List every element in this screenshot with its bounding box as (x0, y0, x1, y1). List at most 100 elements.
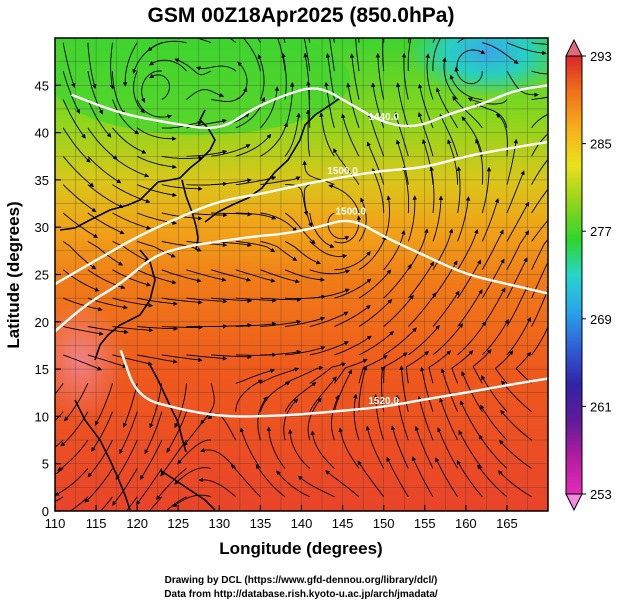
streamline (211, 144, 251, 157)
streamline (329, 38, 335, 72)
streamline (425, 53, 434, 100)
contour-labels: 1500.0 1440.0 1520.0 1500.0 (327, 112, 399, 407)
contour-line (55, 140, 548, 285)
streamline (149, 383, 163, 429)
streamline (457, 259, 482, 299)
streamline (334, 358, 368, 384)
streamline (407, 261, 434, 299)
streamline (284, 112, 301, 157)
streamline (211, 297, 253, 304)
streamline (454, 66, 483, 85)
streamline (309, 241, 348, 259)
streamline (62, 212, 99, 238)
colorbar: 293 285 277 269 261 253 (565, 38, 612, 512)
streamline (303, 38, 311, 72)
streamline (338, 427, 360, 469)
streamline (365, 425, 385, 469)
y-tick-label: 20 (35, 315, 49, 330)
streamline (474, 103, 508, 129)
streamline (260, 269, 300, 284)
streamline (499, 439, 532, 469)
streamline (174, 467, 212, 485)
streamline (69, 496, 89, 511)
streamline (305, 109, 311, 157)
streamline (480, 404, 508, 441)
streamline (394, 111, 409, 157)
streamline (235, 61, 248, 100)
streamline (87, 42, 97, 89)
streamline (432, 228, 454, 271)
streamline (358, 197, 367, 242)
streamline (303, 52, 311, 100)
streamline (481, 287, 506, 327)
streamline (62, 99, 86, 139)
streamline (161, 155, 203, 161)
coastlines (59, 97, 341, 511)
streamline (531, 42, 548, 45)
streamline (429, 166, 435, 214)
streamline (355, 38, 360, 72)
streamline (55, 468, 64, 475)
streamline (140, 70, 162, 103)
streamline (161, 240, 202, 252)
streamline (161, 325, 203, 330)
streamline (432, 290, 460, 327)
streamline (235, 133, 272, 157)
x-tick-label: 125 (167, 516, 189, 531)
streamline (383, 195, 391, 242)
contour-label: 1500.0 (327, 166, 358, 177)
streamline (87, 99, 112, 138)
streamline (325, 470, 360, 498)
streamline (456, 166, 462, 214)
streamline (200, 448, 237, 469)
streamline (112, 297, 153, 308)
streamline (160, 439, 187, 477)
streamline (55, 439, 64, 448)
y-tick-label: 10 (35, 409, 49, 424)
streamline (119, 411, 138, 455)
streamline (144, 411, 163, 455)
streamline (198, 477, 237, 498)
streamline (64, 383, 89, 422)
streamline (87, 212, 125, 235)
streamline (334, 278, 372, 299)
china-south-coast (94, 249, 156, 361)
streamline (357, 460, 385, 498)
streamline (411, 456, 434, 498)
streamline (62, 42, 76, 88)
streamline (210, 269, 252, 282)
streamline (399, 365, 409, 412)
streamline (87, 354, 128, 369)
streamline (395, 82, 409, 129)
streamline (115, 439, 138, 481)
streamline (57, 439, 89, 472)
streamline (531, 96, 548, 100)
streamline (87, 71, 103, 115)
streamline (161, 120, 203, 129)
streamline (478, 434, 508, 469)
streamline (297, 475, 335, 498)
streamline (440, 368, 459, 412)
streamline (137, 269, 177, 285)
borneo-coast (159, 469, 216, 511)
streamline (211, 323, 253, 328)
streamline (235, 269, 276, 283)
streamline (285, 346, 326, 356)
streamline (235, 379, 263, 412)
streamline (148, 59, 187, 72)
streamline (161, 297, 203, 305)
streamline (500, 409, 532, 441)
streamline (112, 127, 147, 154)
streamline (407, 292, 437, 327)
cool-region-north (55, 38, 350, 135)
plot-area: 1500.0 1440.0 1520.0 1500.0 (55, 38, 548, 511)
streamline (506, 316, 531, 356)
streamline (420, 366, 434, 412)
streamline (161, 269, 202, 283)
streamline (383, 327, 417, 356)
streamline (55, 411, 64, 422)
streamline (126, 496, 138, 511)
streamline (186, 269, 227, 282)
streamline (401, 52, 409, 100)
y-axis-ticks: 0 5 10 15 20 25 30 35 40 45 (35, 78, 61, 519)
